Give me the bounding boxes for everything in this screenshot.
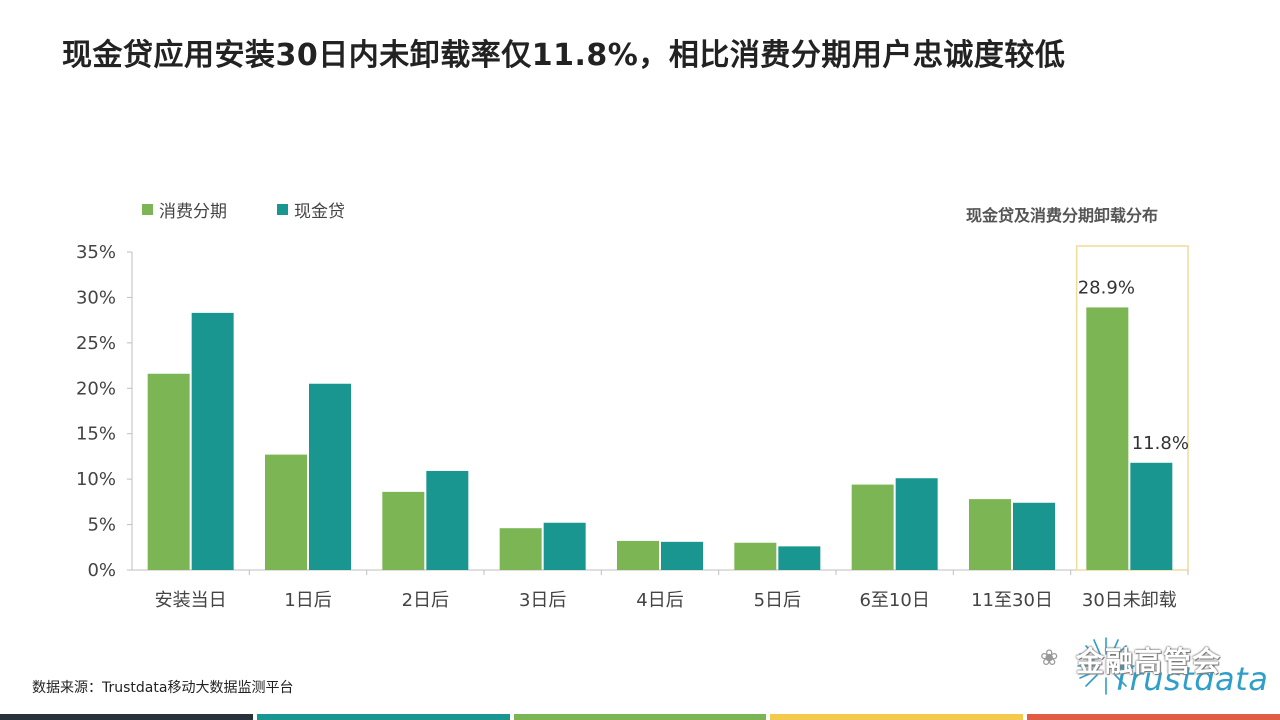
legend-swatch-consumer — [142, 204, 153, 215]
bar-cash — [778, 546, 821, 570]
logo-text-cn: 金融高管会 — [1076, 645, 1222, 678]
legend-label-consumer: 消费分期 — [159, 202, 227, 222]
x-tick-label: 11至30日 — [971, 590, 1053, 611]
legend-item-cash: 现金贷 — [277, 197, 345, 222]
footer-segment — [0, 714, 253, 720]
x-tick-label: 30日未卸载 — [1082, 590, 1177, 611]
bar-cash — [426, 470, 469, 570]
x-tick-label: 5日后 — [754, 590, 801, 611]
bar-cash — [895, 478, 938, 570]
bar-consumer — [969, 499, 1011, 570]
x-tick-label: 1日后 — [284, 590, 331, 611]
bar-consumer — [147, 373, 190, 570]
footer-segment — [1027, 714, 1280, 720]
bar-consumer — [382, 491, 425, 570]
bar-consumer — [851, 484, 894, 570]
x-tick-label: 4日后 — [636, 590, 683, 611]
x-tick-label: 安装当日 — [155, 590, 227, 611]
logo-text-en: Trustdata — [1112, 660, 1269, 698]
x-tick-label: 3日后 — [519, 590, 566, 611]
y-tick-label: 25% — [76, 333, 116, 354]
sunburst-icon — [1077, 637, 1135, 695]
footer-segment — [513, 714, 767, 720]
bar-cash — [661, 541, 703, 570]
x-tick-label: 2日后 — [402, 590, 449, 611]
data-source-note: 数据来源：Trustdata移动大数据监测平台 — [32, 680, 294, 696]
bar-consumer — [734, 542, 777, 570]
logo: ❀ Trustdata 金融高管会 — [1040, 632, 1268, 698]
y-tick-label: 0% — [87, 560, 116, 581]
chart-title: 现金贷及消费分期卸载分布 — [965, 206, 1158, 225]
legend-swatch-cash — [277, 204, 288, 215]
footer-segment — [256, 714, 510, 720]
bar-consumer — [1086, 307, 1129, 570]
y-tick-label: 35% — [76, 242, 116, 263]
bar-cash — [309, 383, 351, 570]
bar-consumer — [499, 528, 542, 570]
chart-legend: 消费分期 现金贷 — [142, 197, 345, 222]
bar-consumer — [265, 454, 307, 570]
legend-item-consumer: 消费分期 — [142, 197, 227, 222]
footer-color-bar — [0, 714, 1280, 720]
bar-cash — [191, 312, 234, 570]
bar-cash — [1013, 502, 1055, 570]
footer-segment — [770, 714, 1024, 720]
data-label: 11.8% — [1132, 433, 1189, 454]
y-tick-label: 10% — [76, 469, 116, 490]
y-tick-label: 15% — [76, 424, 116, 445]
x-tick-label: 6至10日 — [859, 590, 929, 611]
bar-cash — [543, 522, 586, 570]
data-label: 28.9% — [1078, 277, 1135, 298]
y-tick-label: 5% — [87, 515, 116, 536]
page-title: 现金贷应用安装30日内未卸载率仅11.8%，相比消费分期用户忠诚度较低 — [62, 38, 1066, 73]
bar-cash — [1130, 462, 1173, 570]
wechat-icon: ❀ — [1040, 646, 1059, 671]
bar-consumer — [617, 540, 659, 570]
y-tick-label: 20% — [76, 378, 116, 399]
y-tick-label: 30% — [76, 287, 116, 308]
legend-label-cash: 现金贷 — [294, 202, 345, 222]
